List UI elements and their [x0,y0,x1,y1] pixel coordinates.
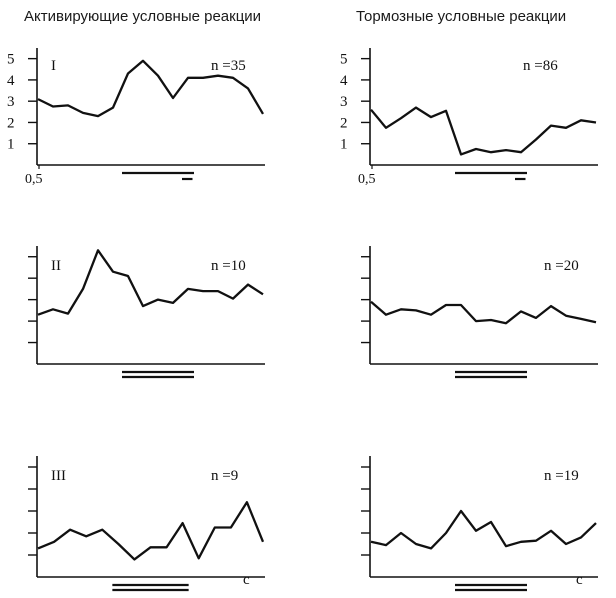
panel-right-1-y-tick-label: 4 [340,73,348,89]
panel-right-2-series-line [370,300,597,325]
panel-left-3-n-label: n =9 [211,468,238,484]
panel-left-3-series-line [37,501,265,561]
panel-left-3-panel-label: III [51,468,66,484]
panel-left-1-y-tick-label: 3 [7,94,15,110]
panel-right-3-x-unit-label: с [576,572,583,588]
panel-right-1-y-tick-label: 5 [340,52,348,68]
panel-right-1-y-tick-label: 2 [340,115,348,131]
panel-right-1-n-label: n =86 [523,58,558,74]
panel-left-2-n-label: n =10 [211,258,246,274]
panel-right-2-n-label: n =20 [544,258,579,274]
column-title-activating: Активирующие условные реакции [24,8,262,25]
panel-left-1-n-label: n =35 [211,58,246,74]
panel-left-1-x-tick-label: 0,5 [25,172,43,187]
panel-left-1-y-tick-label: 5 [7,52,15,68]
panel-left-3-x-unit-label: с [243,572,250,588]
panel-left-1-y-tick-label: 1 [7,137,15,153]
panel-right-3-series-line [370,509,597,550]
column-title-inhibitory: Тормозные условные реакции [356,8,567,25]
panel-left-1-y-tick-label: 4 [7,73,15,89]
panel-left-1-panel-label: I [51,58,56,74]
panel-right-1-x-tick-label: 0,5 [358,172,376,187]
panel-right-1-y-tick-label: 3 [340,94,348,110]
panel-left-2-panel-label: II [51,258,61,274]
panel-left-2-series-line [37,249,264,316]
panel-right-3-n-label: n =19 [544,468,579,484]
panel-left-1-series-line [37,59,264,118]
panel-right-1-series-line [370,106,597,156]
panel-right-1-y-tick-label: 1 [340,137,348,153]
panel-left-1-y-tick-label: 2 [7,115,15,131]
